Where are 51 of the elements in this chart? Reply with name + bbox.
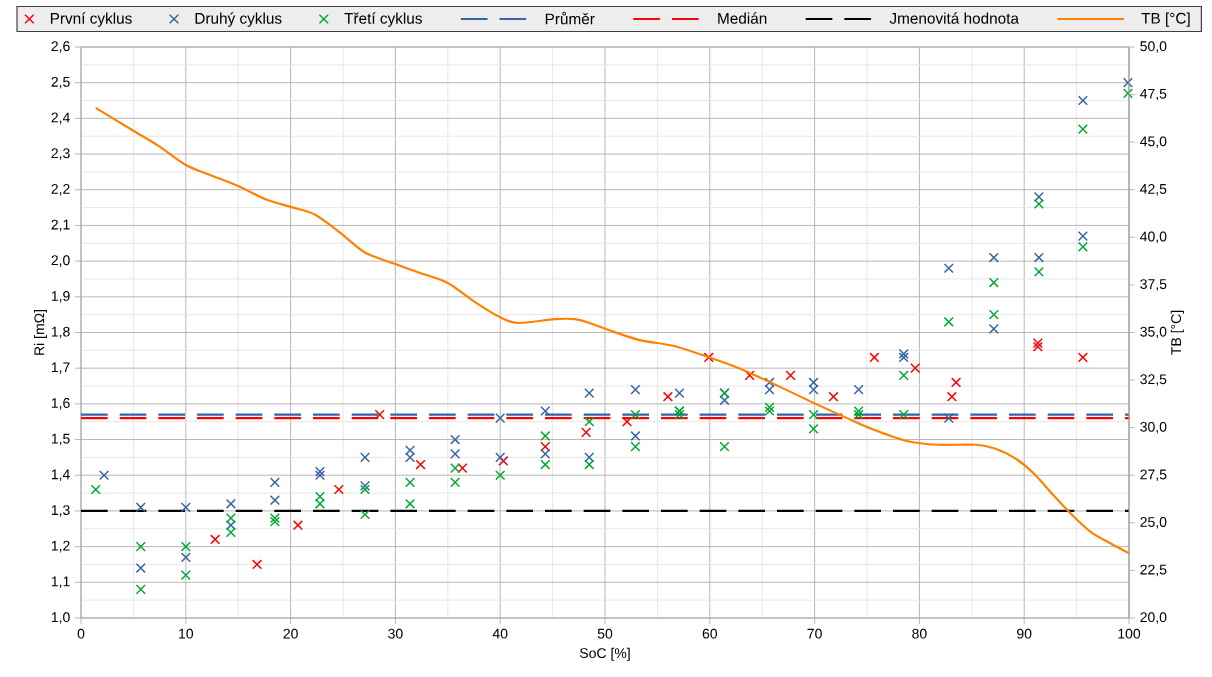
- y2-tick-label: 32,5: [1140, 374, 1167, 386]
- y-tick-label: 1,8: [51, 326, 70, 339]
- legend-label: Medián: [718, 12, 767, 24]
- y-tick-label: 2,3: [51, 148, 70, 160]
- y2-tick-label: 27,5: [1140, 469, 1167, 482]
- x-tick-label: 0: [77, 628, 85, 639]
- y-tick-label: 1,0: [51, 612, 70, 624]
- y-tick-label: 2,5: [51, 76, 70, 89]
- y2-tick-label: 20,0: [1140, 612, 1167, 624]
- y-tick-label: 2,4: [51, 112, 70, 125]
- y-tick-label: 1,5: [51, 433, 70, 446]
- x-tick-label: 70: [807, 628, 822, 639]
- y2-tick-label: 25,0: [1140, 517, 1167, 529]
- y2-tick-label: 50,0: [1140, 41, 1167, 53]
- x-tick-label: 100: [1118, 628, 1141, 639]
- y2-tick-label: 35,0: [1140, 326, 1167, 339]
- y-tick-label: 1,4: [51, 469, 70, 481]
- y-tick-label: 1,6: [51, 398, 70, 410]
- x-tick-label: 90: [1017, 628, 1032, 639]
- legend-label: Jmenovitá hodnota: [889, 12, 1019, 24]
- x-tick-label: 40: [492, 628, 508, 639]
- legend-label: První cyklus: [50, 12, 132, 27]
- y2-tick-label: 30,0: [1140, 421, 1167, 434]
- y2-tick-label: 37,5: [1140, 279, 1167, 291]
- x-tick-label: 20: [283, 628, 298, 639]
- y2-axis-title: TB [°C]: [1170, 310, 1184, 355]
- y2-tick-label: 47,5: [1140, 88, 1167, 101]
- y-tick-label: 1,1: [51, 576, 70, 589]
- y2-tick-label: 42,5: [1140, 183, 1167, 196]
- legend-label: Průměr: [545, 11, 595, 25]
- legend-label: Třetí cyklus: [344, 12, 422, 27]
- y2-tick-label: 22,5: [1140, 564, 1167, 577]
- y2-tick-label: 45,0: [1140, 136, 1167, 148]
- y-tick-label: 1,9: [51, 291, 70, 303]
- x-tick-label: 30: [388, 628, 403, 639]
- x-tick-label: 50: [597, 628, 613, 639]
- x-tick-label: 10: [179, 628, 194, 639]
- y-axis-title: Ri [mΩ]: [33, 309, 48, 355]
- y2-tick-label: 40,0: [1140, 231, 1167, 244]
- y-tick-label: 1,2: [51, 540, 70, 553]
- x-tick-label: 80: [912, 628, 927, 639]
- y-tick-label: 1,7: [51, 362, 70, 374]
- y-tick-label: 2,2: [51, 183, 70, 196]
- y-tick-label: 1,3: [51, 505, 70, 517]
- y-tick-label: 2,0: [51, 255, 70, 267]
- y-tick-label: 2,1: [51, 219, 70, 232]
- y-tick-label: 2,6: [51, 41, 70, 53]
- x-axis-title: SoC [%]: [579, 647, 630, 661]
- x-tick-label: 60: [702, 628, 718, 639]
- legend-label: Druhý cyklus: [195, 12, 282, 27]
- legend-label: TB [°C]: [1141, 12, 1190, 27]
